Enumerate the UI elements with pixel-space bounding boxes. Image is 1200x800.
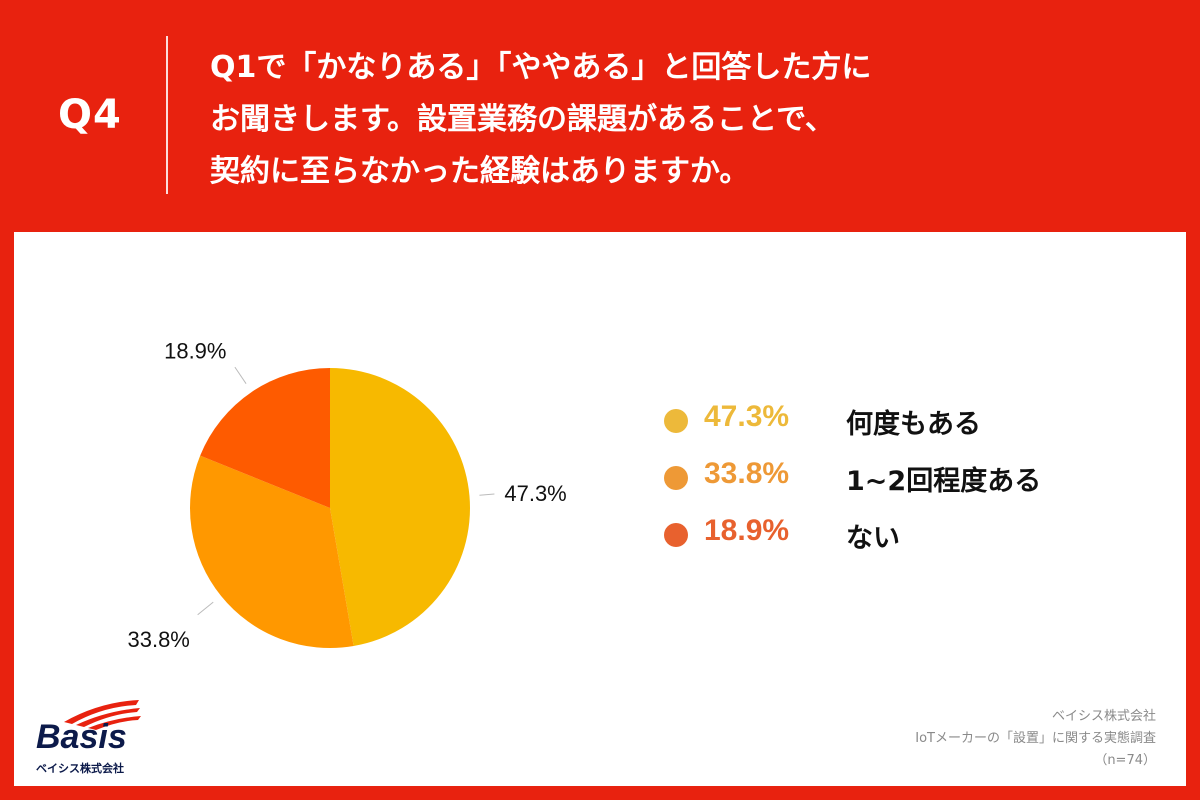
legend-percent: 33.8% bbox=[704, 457, 790, 490]
leader-line bbox=[234, 366, 247, 384]
legend-dot-icon bbox=[664, 466, 688, 490]
logo-company-name: ベイシス株式会社 bbox=[36, 762, 124, 775]
source-survey: IoTメーカーの「設置」に関する実態調査 bbox=[915, 731, 1156, 746]
source-company: ベイシス株式会社 bbox=[1051, 709, 1156, 724]
legend-label: 何度もある bbox=[846, 409, 981, 440]
pie-slice-once-twice bbox=[190, 455, 354, 648]
question-number: Q4 bbox=[58, 92, 122, 138]
data-label: 18.9% bbox=[164, 339, 226, 364]
question-line-2: お聞きします。設置業務の課題があることで、 bbox=[210, 102, 835, 137]
pie-slice-none bbox=[200, 368, 330, 508]
data-label: 33.8% bbox=[127, 627, 189, 652]
question-line-3: 契約に至らなかった経験はありますか。 bbox=[210, 154, 750, 189]
data-label: 47.3% bbox=[504, 481, 566, 506]
logo-wordmark: Basis bbox=[36, 718, 127, 756]
header-divider bbox=[166, 36, 168, 194]
basis-logo: Basis ベイシス株式会社 bbox=[24, 692, 164, 782]
legend-dot-icon bbox=[664, 523, 688, 547]
source-sample: （n=74） bbox=[1094, 753, 1156, 768]
leader-line bbox=[197, 601, 214, 616]
logo-swoosh-icon bbox=[64, 700, 141, 730]
legend-percent: 47.3% bbox=[704, 400, 790, 433]
legend-dot-icon bbox=[664, 409, 688, 433]
pie-chart: 47.3% 33.8% 18.9% bbox=[127, 339, 566, 652]
legend-label: ない bbox=[846, 523, 900, 554]
header-banner: Q4 Q1で「かなりある」「ややある」と回答した方に お聞きします。設置業務の課… bbox=[0, 0, 1200, 232]
legend-label: 1~2回程度ある bbox=[846, 466, 1042, 497]
source-note: ベイシス株式会社 IoTメーカーの「設置」に関する実態調査 （n=74） bbox=[915, 706, 1156, 772]
legend-percent: 18.9% bbox=[704, 514, 790, 547]
chart-panel: 47.3% 33.8% 18.9% 47.3% 何度もある 33.8% 1~2回程度… bbox=[14, 232, 1186, 786]
leader-line bbox=[479, 493, 495, 496]
question-text: Q1で「かなりある」「ややある」と回答した方に お聞きします。設置業務の課題があ… bbox=[210, 42, 1170, 198]
pie-slice-frequent bbox=[330, 368, 470, 646]
question-line-1: Q1で「かなりある」「ややある」と回答した方に bbox=[210, 50, 872, 85]
